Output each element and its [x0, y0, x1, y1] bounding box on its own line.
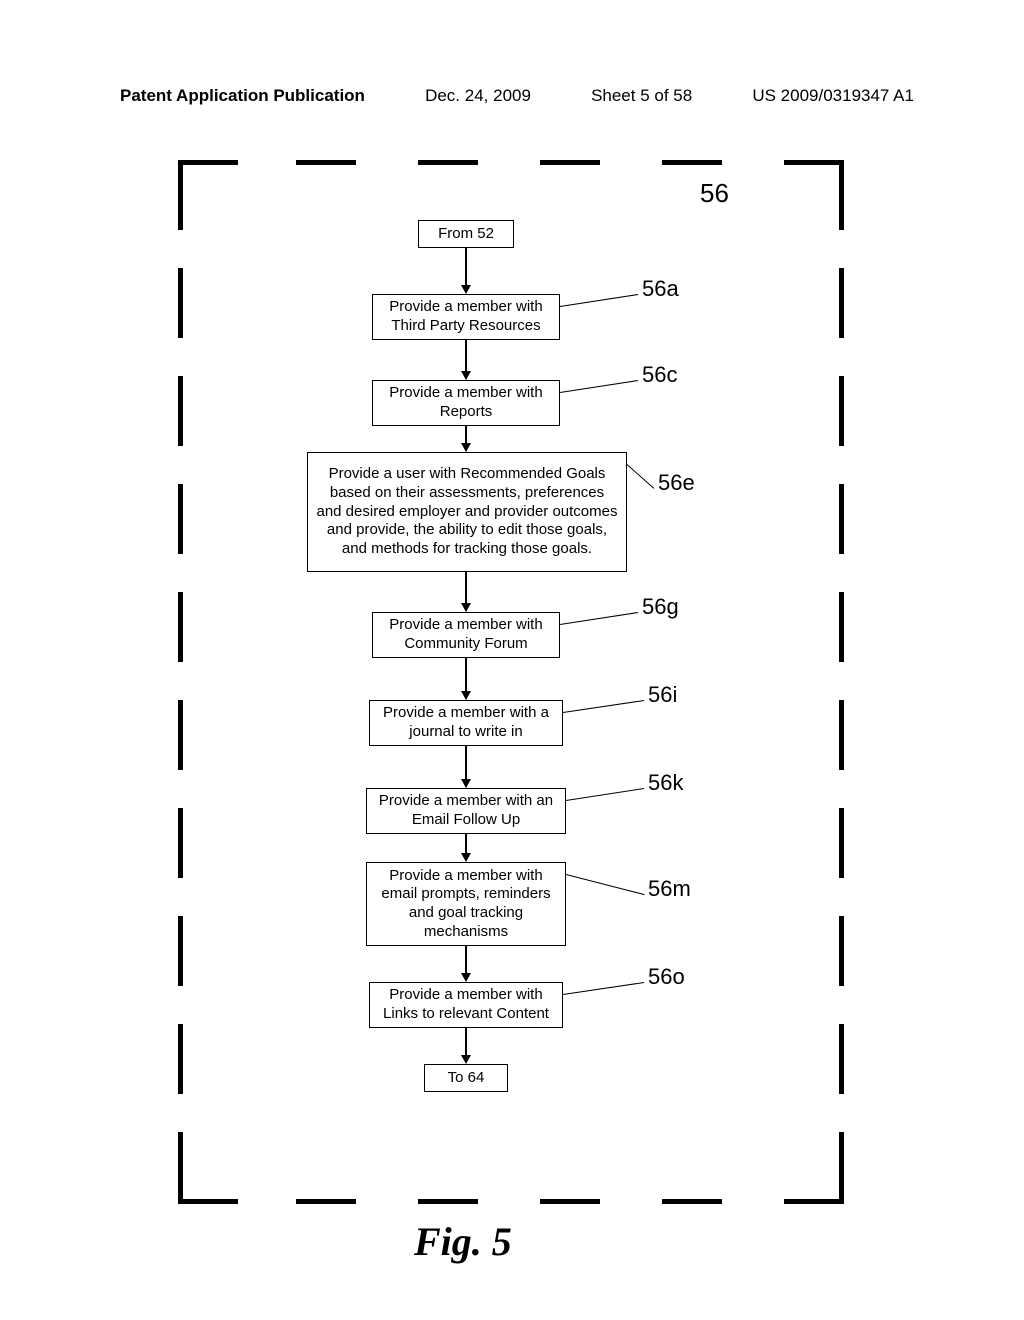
flow-box-from52: From 52	[418, 220, 514, 248]
reference-label-56a: 56a	[642, 276, 679, 302]
flow-box-b56k: Provide a member with anEmail Follow Up	[366, 788, 566, 834]
reference-label-56g: 56g	[642, 594, 679, 620]
reference-label-56e: 56e	[658, 470, 695, 496]
flowchart-diagram: From 52 Provide a member withThird Party …	[0, 0, 1024, 1320]
flow-arrow	[465, 658, 467, 691]
flow-box-text: Provide a member withReports	[389, 384, 542, 422]
arrowhead-icon	[461, 1055, 471, 1064]
flow-arrow	[465, 1028, 467, 1055]
arrowhead-icon	[461, 285, 471, 294]
arrowhead-icon	[461, 779, 471, 788]
reference-label-56o: 56o	[648, 964, 685, 990]
arrowhead-icon	[461, 973, 471, 982]
reference-label-56k: 56k	[648, 770, 683, 796]
flow-box-b56g: Provide a member withCommunity Forum	[372, 612, 560, 658]
arrowhead-icon	[461, 603, 471, 612]
flow-box-text: Provide a user with Recommended Goals ba…	[316, 465, 618, 559]
flow-box-text: Provide a member withLinks to relevant C…	[383, 986, 549, 1024]
flow-arrow	[465, 340, 467, 371]
flow-box-b56a: Provide a member withThird Party Resourc…	[372, 294, 560, 340]
reference-label-56c: 56c	[642, 362, 677, 388]
flow-arrow	[465, 572, 467, 603]
flow-box-text: Provide a member withThird Party Resourc…	[389, 298, 542, 336]
arrowhead-icon	[461, 443, 471, 452]
figure-caption: Fig. 5	[414, 1218, 512, 1265]
flow-box-to64: To 64	[424, 1064, 508, 1092]
flow-arrow	[465, 746, 467, 779]
flow-box-b56e: Provide a user with Recommended Goals ba…	[307, 452, 627, 572]
flow-box-text: Provide a member with ajournal to write …	[383, 704, 549, 742]
arrowhead-icon	[461, 691, 471, 700]
flow-box-b56o: Provide a member withLinks to relevant C…	[369, 982, 563, 1028]
flow-arrow	[465, 946, 467, 973]
flow-box-b56c: Provide a member withReports	[372, 380, 560, 426]
arrowhead-icon	[461, 853, 471, 862]
flow-arrow	[465, 248, 467, 285]
flow-box-text: To 64	[448, 1069, 485, 1088]
reference-label-56i: 56i	[648, 682, 677, 708]
frame-reference-56: 56	[700, 178, 729, 209]
arrowhead-icon	[461, 371, 471, 380]
flow-box-text: Provide a member withemail prompts, remi…	[381, 867, 550, 942]
flow-box-b56i: Provide a member with ajournal to write …	[369, 700, 563, 746]
flow-box-text: Provide a member withCommunity Forum	[389, 616, 542, 654]
flow-box-b56m: Provide a member withemail prompts, remi…	[366, 862, 566, 946]
reference-label-56m: 56m	[648, 876, 691, 902]
flow-arrow	[465, 834, 467, 853]
flow-arrow	[465, 426, 467, 443]
flow-box-text: Provide a member with anEmail Follow Up	[379, 792, 553, 830]
flow-box-text: From 52	[438, 225, 494, 244]
